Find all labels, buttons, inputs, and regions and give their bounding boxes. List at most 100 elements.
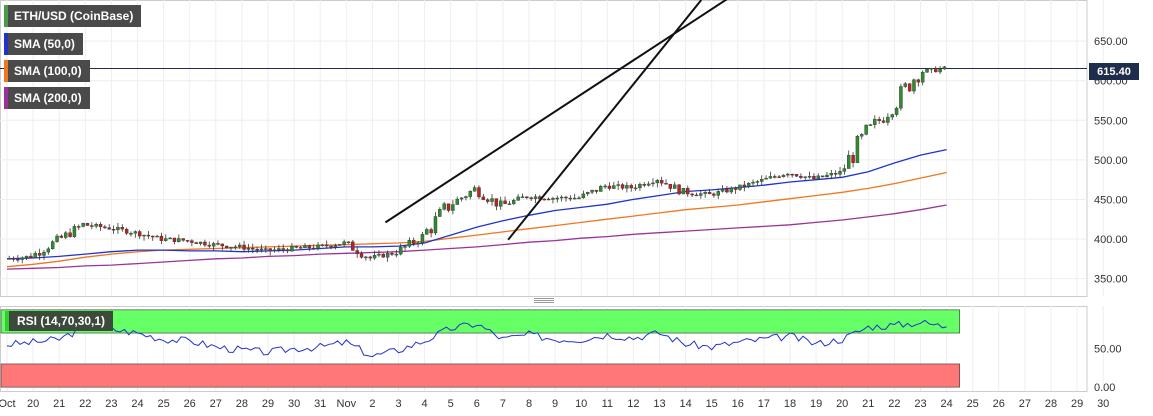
candle-body [55, 235, 59, 242]
candle-body [703, 191, 707, 194]
x-tick-label: 26 [184, 398, 196, 410]
legend-sma50[interactable]: SMA (50,0) [4, 33, 83, 55]
x-tick-label: 21 [53, 398, 65, 410]
candle-body [586, 192, 590, 195]
candle-body [520, 196, 525, 199]
candle-body [694, 194, 699, 197]
candle-body [616, 184, 620, 186]
candles [7, 65, 947, 264]
candle-body [942, 66, 947, 70]
sma-layer [6, 148, 947, 270]
candle-body [564, 196, 568, 199]
x-tick-label: 22 [79, 398, 91, 410]
candle-body [159, 235, 164, 241]
candle-body [338, 244, 342, 246]
candle-body [894, 107, 899, 115]
candle-body [581, 193, 586, 199]
candle-body [642, 183, 646, 186]
pane-resize-handle[interactable] [534, 298, 554, 304]
legend-main[interactable]: ETH/USD (CoinBase) [4, 5, 142, 27]
candle-body [533, 196, 538, 199]
candle-body [137, 231, 142, 237]
candle-body [812, 175, 816, 180]
candle-body [290, 245, 294, 252]
legend-sma200[interactable]: SMA (200,0) [4, 87, 90, 109]
legend-rsi[interactable]: RSI (14,70,30,1) [5, 311, 114, 331]
x-tick-label: 29 [1071, 398, 1083, 410]
rsi-tick-label: 50.00 [1094, 344, 1122, 356]
candle-body [229, 246, 233, 249]
candle-body [542, 198, 546, 201]
candle-body [277, 248, 281, 251]
candle-body [546, 198, 551, 201]
candle-body [625, 185, 629, 189]
candle-body [725, 189, 729, 193]
x-tick-label: 24 [940, 398, 952, 410]
candle-body [216, 243, 220, 245]
candle-body [398, 246, 403, 255]
candle-body [111, 228, 116, 231]
candle-body [259, 248, 264, 251]
legend-main-label: ETH/USD (CoinBase) [14, 9, 134, 23]
candle-body [103, 226, 107, 229]
candle-body [507, 203, 512, 205]
sma200-line [6, 204, 947, 270]
candle-body [307, 245, 312, 249]
candle-body [499, 200, 503, 207]
price-tick-label: 350.00 [1094, 274, 1128, 286]
candle-body [555, 197, 559, 200]
x-tick-label: Nov [337, 398, 357, 410]
candle-body [929, 67, 934, 70]
rsi-zones [0, 309, 960, 388]
candle-body [864, 124, 868, 135]
legend-sma100[interactable]: SMA (100,0) [4, 60, 90, 82]
candle-body [768, 176, 773, 179]
candle-body [607, 185, 612, 189]
candle-body [98, 223, 103, 228]
candle-body [886, 116, 890, 123]
candle-body [381, 253, 385, 258]
candle-body [207, 244, 211, 247]
candle-body [677, 184, 681, 195]
x-tick-label: 17 [758, 398, 770, 410]
x-tick-label: 4 [422, 398, 428, 410]
candle-body [433, 216, 438, 234]
candle-body [512, 200, 516, 204]
candle-body [90, 225, 94, 227]
candle-body [168, 237, 172, 240]
legend-sma200-label: SMA (200,0) [14, 91, 82, 105]
candle-body [529, 197, 533, 199]
x-tick-label: 27 [210, 398, 222, 410]
candle-body [190, 240, 194, 243]
candle-body [594, 189, 599, 192]
candle-body [164, 238, 168, 241]
candle-body [124, 228, 129, 234]
candle-body [50, 241, 55, 250]
candle-body [655, 179, 660, 184]
legend-rsi-label: RSI (14,70,30,1) [17, 314, 106, 328]
candle-body [268, 248, 272, 251]
x-tick-label: 20 [836, 398, 848, 410]
candle-body [325, 244, 329, 247]
candle-body [490, 198, 494, 202]
candle-body [81, 223, 85, 227]
x-tick-label: 8 [526, 398, 532, 410]
price-tick-label: 500.00 [1094, 155, 1128, 167]
rsi-overbought-zone [0, 309, 960, 334]
candle-body [355, 250, 359, 255]
x-tick-label: 6 [474, 398, 480, 410]
candle-body [59, 235, 64, 238]
price-tick-label: 650.00 [1094, 36, 1128, 48]
candle-body [46, 248, 51, 253]
x-tick-label: 5 [448, 398, 454, 410]
last-price-badge: 615.40 [1089, 63, 1139, 80]
candle-body [472, 187, 477, 192]
candle-body [329, 245, 333, 248]
candle-body [516, 196, 520, 201]
x-tick-label: 31 [314, 398, 326, 410]
candle-body [481, 196, 486, 200]
candle-body [899, 86, 903, 109]
candle-body [716, 191, 720, 196]
candle-body [390, 253, 394, 255]
